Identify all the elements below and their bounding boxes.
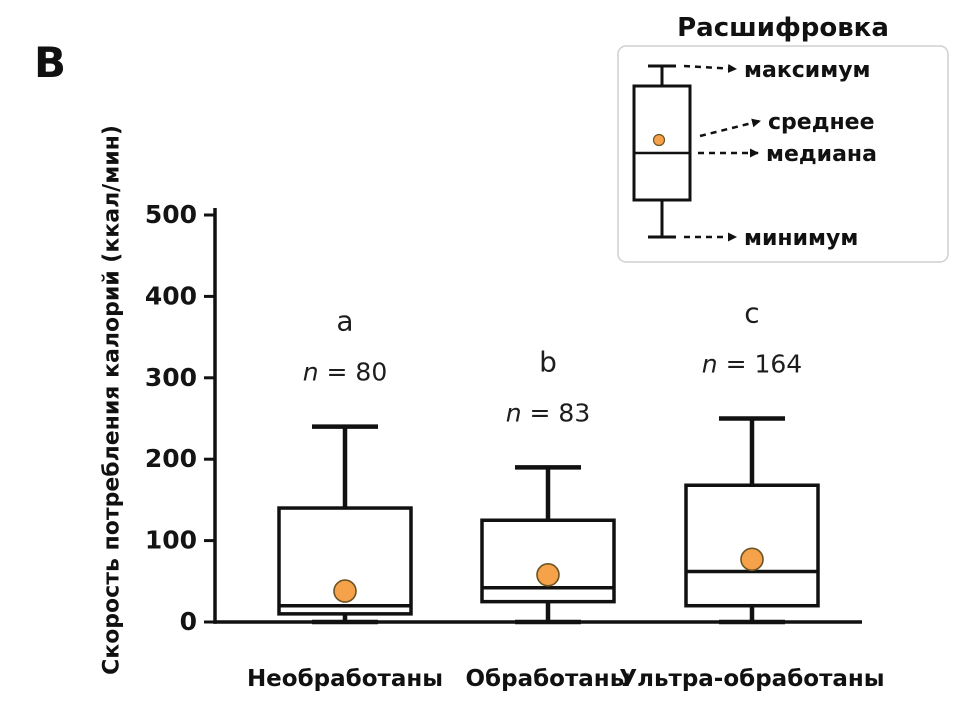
category-label: Необработаны: [247, 666, 443, 692]
group-letter: a: [336, 305, 353, 338]
boxplot-group: c n = 164 Ультра-обработаны: [619, 297, 884, 693]
n-label: n = 164: [702, 350, 802, 379]
group-letter: c: [744, 297, 759, 330]
legend: Расшифровка максимум среднее медиана минимум: [617, 13, 949, 263]
group-letter: b: [539, 345, 557, 378]
y-tick-label: 0: [180, 607, 197, 636]
iqr-box: [684, 483, 820, 608]
boxplot-group: b n = 83 Обработаны: [466, 345, 631, 692]
category-label: Ультра-обработаны: [619, 666, 884, 692]
legend-label-maximum: максимум: [744, 58, 871, 83]
y-tick-label: 100: [145, 526, 197, 555]
legend-title: Расшифровка: [677, 13, 889, 43]
legend-label-mean: среднее: [768, 110, 875, 135]
mean-dot: [333, 579, 357, 603]
y-tick-label: 200: [145, 444, 197, 473]
n-label: n = 83: [506, 398, 591, 427]
y-tick-label: 300: [145, 363, 197, 392]
legend-mean-dot: [652, 133, 666, 147]
boxplot-group: a n = 80 Необработаны: [247, 305, 443, 692]
panel-label: В: [34, 38, 67, 87]
legend-border: [617, 45, 949, 263]
n-label: n = 80: [303, 358, 388, 387]
legend-label-median: медиана: [766, 142, 877, 167]
y-tick-label: 500: [145, 200, 197, 229]
category-label: Обработаны: [466, 666, 631, 692]
y-tick-label: 400: [145, 281, 197, 310]
legend-arrow-maximum: [683, 64, 737, 74]
mean-dot: [536, 562, 560, 587]
mean-dot: [740, 547, 764, 572]
legend-label-minimum: минимум: [744, 226, 858, 251]
